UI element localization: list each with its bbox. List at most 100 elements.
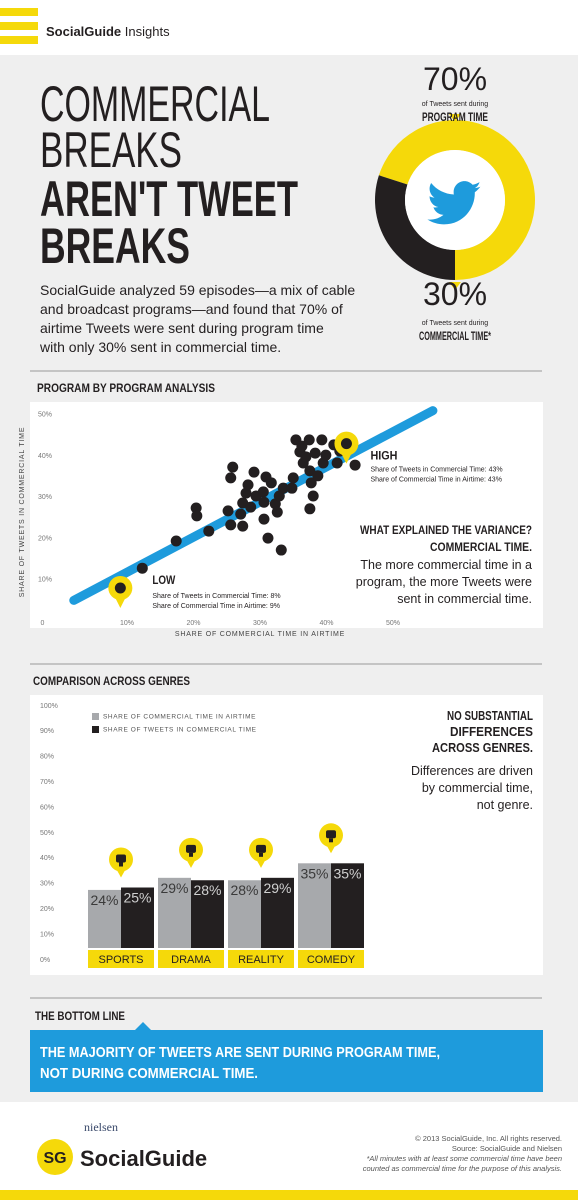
icon-glyph [259, 852, 263, 857]
bar [228, 880, 261, 948]
scatter-point [225, 472, 237, 484]
intro-line: airtime Tweets were sent during program … [40, 320, 324, 336]
logo-mark: SG [43, 1150, 66, 1167]
bar-value-label: 28% [230, 882, 258, 898]
title-line: BREAKS [40, 218, 190, 274]
scatter-point [222, 505, 234, 517]
category-label: DRAMA [171, 954, 211, 966]
source: Source: SocialGuide and Nielsen [452, 1144, 562, 1153]
scatter-point [287, 472, 299, 484]
highlight-detail: Share of Commercial Time in Airtime: 9% [152, 603, 280, 610]
scatter-point [312, 470, 324, 482]
scatter-point [286, 482, 298, 494]
highlight-dot [340, 438, 352, 450]
highlight-detail: Share of Commercial Time in Airtime: 43% [370, 477, 502, 484]
callout-tail [449, 114, 461, 122]
icon-glyph [256, 844, 266, 853]
legend-swatch [92, 713, 99, 720]
bottom-line-text: NOT DURING COMMERCIAL TIME. [40, 1065, 258, 1082]
scatter-point [316, 434, 328, 446]
category-box [158, 950, 224, 968]
x-axis-label: SHARE OF COMMERCIAL TIME IN AIRTIME [175, 631, 345, 638]
scatter-point [271, 506, 283, 518]
donut-value-label: 30% [423, 276, 487, 312]
scatter-point [237, 520, 249, 532]
scatter-point [191, 510, 203, 522]
y-tick-label: 30% [40, 881, 54, 888]
y-tick-label: 40% [38, 453, 52, 460]
category-label: REALITY [238, 954, 285, 966]
footnote: counted as commercial time for the purpo… [363, 1164, 562, 1173]
footer-band [0, 1102, 578, 1190]
header-title: SocialGuide Insights [46, 24, 170, 39]
footer-stripe [0, 1190, 578, 1200]
icon-glyph [116, 854, 126, 863]
y-tick-label: 80% [40, 754, 54, 761]
scatter-point [331, 457, 343, 469]
bar [88, 889, 121, 948]
x-tick-label: 40% [319, 620, 333, 627]
note-heading: DIFFERENCES [450, 725, 533, 739]
highlight-dot [114, 582, 126, 594]
x-tick-label: 20% [186, 620, 200, 627]
scatter-point [309, 447, 321, 459]
scatter-point [349, 459, 361, 471]
section-title: THE BOTTOM LINE [35, 1009, 125, 1023]
highlight-tail [341, 453, 352, 464]
legend-label: SHARE OF COMMERCIAL TIME IN AIRTIME [103, 714, 256, 721]
category-label: SPORTS [98, 954, 143, 966]
y-tick-label: 50% [40, 830, 54, 837]
scatter-point [300, 451, 312, 463]
category-label: COMEDY [307, 954, 356, 966]
scatter-point [245, 501, 257, 513]
note-heading: COMMERCIAL TIME. [430, 540, 532, 554]
x-tick-label: 30% [253, 620, 267, 627]
category-box [88, 950, 154, 968]
title-line: AREN'T TWEET [40, 171, 298, 227]
scatter-point [277, 482, 289, 494]
y-tick-label: 30% [38, 494, 52, 501]
y-tick-label: 40% [40, 855, 54, 862]
y-tick-label: 0% [40, 957, 50, 964]
scatter-point [260, 471, 272, 483]
scatter-point [305, 477, 317, 489]
scatter-point [307, 490, 319, 502]
scatter-point [240, 487, 252, 499]
section: Insights [125, 24, 170, 39]
scatter-point [248, 466, 260, 478]
intro-line: and broadcast programs—and found that 70… [40, 301, 343, 317]
note-heading: ACROSS GENRES. [432, 741, 533, 755]
icon-glyph [186, 844, 196, 853]
y-tick-label: 60% [40, 804, 54, 811]
donut-caption: of Tweets sent during [422, 101, 489, 108]
y-tick-label: 20% [40, 906, 54, 913]
twitter-bird [427, 181, 482, 225]
bar-value-label: 28% [193, 882, 221, 898]
category-box [228, 950, 294, 968]
copyright: © 2013 SocialGuide, Inc. All rights rese… [415, 1134, 562, 1143]
footer-notes: © 2013 SocialGuide, Inc. All rights rese… [363, 1134, 562, 1173]
scatter-point [235, 508, 247, 520]
scatter-point [242, 479, 254, 491]
section-title: COMPARISON ACROSS GENRES [33, 674, 190, 688]
scatter-point [136, 562, 148, 574]
note-body: not genre. [477, 798, 533, 812]
y-tick-label: 10% [38, 577, 52, 584]
scatter-point [257, 486, 269, 498]
highlight-label: LOW [152, 573, 176, 587]
intro-line: with only 30% sent in commercial time. [39, 339, 281, 355]
donut-slice [378, 120, 536, 280]
bar-value-label: 25% [123, 890, 151, 906]
header-stripes [0, 8, 38, 44]
icon-glyph [189, 852, 193, 857]
brand: SocialGuide [46, 24, 121, 39]
legend-swatch [92, 726, 99, 733]
legend-label: SHARE OF TWEETS IN COMMERCIAL TIME [103, 727, 257, 734]
note-body: program, the more Tweets were [356, 575, 532, 589]
footnote: *All minutes with at least some commerci… [367, 1154, 563, 1163]
note-heading: NO SUBSTANTIAL [447, 709, 533, 723]
bar [191, 880, 224, 948]
bar-value-label: 35% [333, 865, 361, 881]
donut-caption: of Tweets sent during [422, 320, 489, 327]
bar [298, 863, 331, 948]
